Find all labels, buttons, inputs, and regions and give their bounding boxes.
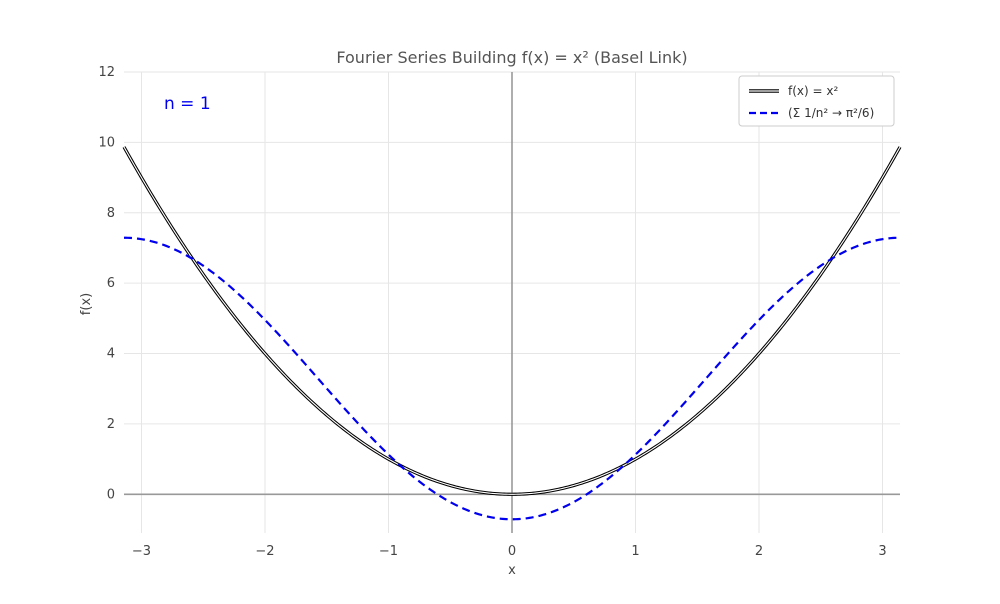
y-tick-label: 2 (107, 417, 115, 432)
series-line-f-inner (123, 146, 901, 495)
x-tick-label: 2 (755, 544, 763, 559)
x-tick-label: 0 (508, 544, 516, 559)
legend: f(x) = x² (Σ 1/n² → π²/6) (738, 75, 895, 127)
x-axis-label: x (508, 563, 516, 578)
y-axis-label: f(x) (79, 293, 94, 315)
x-tick-label: 3 (878, 544, 886, 559)
x-tick-label: −2 (255, 544, 274, 559)
n-annotation: n = 1 (164, 94, 211, 114)
axes (124, 72, 900, 533)
y-tick-label: 12 (98, 65, 115, 80)
y-tick-label: 6 (107, 276, 115, 291)
series-layer (122, 146, 902, 521)
y-tick-label: 0 (107, 487, 115, 502)
y-tick-label: 8 (107, 206, 115, 221)
y-tick-label: 10 (98, 135, 115, 150)
series-line-partial-sum (123, 236, 901, 521)
legend-label-f: f(x) = x² (788, 84, 838, 98)
y-tick-label: 4 (107, 347, 115, 362)
x-tick-label: −1 (379, 544, 398, 559)
chart-title: Fourier Series Building f(x) = x² (Basel… (336, 48, 687, 67)
x-tick-label: 1 (631, 544, 639, 559)
x-tick-label: −3 (132, 544, 151, 559)
legend-label-partial: (Σ 1/n² → π²/6) (788, 106, 874, 120)
